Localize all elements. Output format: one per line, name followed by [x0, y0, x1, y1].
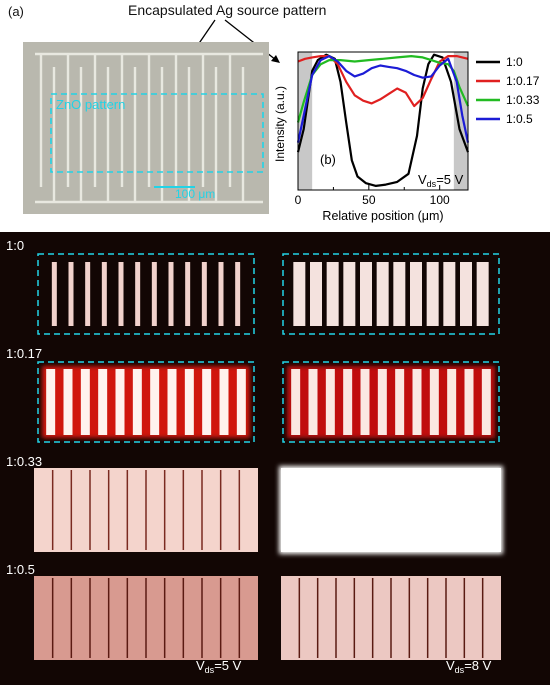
x-tick-label: 50 [362, 193, 376, 207]
stripe [325, 369, 335, 435]
stripe [412, 369, 422, 435]
stripe [236, 369, 246, 435]
saturated-area [281, 468, 501, 552]
stripe [326, 262, 339, 326]
luminescence-pattern [34, 576, 258, 660]
stripe [310, 262, 322, 326]
luminescence-pattern [287, 366, 495, 438]
stripe [476, 262, 489, 326]
luminescence-pattern [279, 466, 503, 554]
ag-pattern-annotation: Encapsulated Ag source pattern [128, 2, 327, 18]
stripe [377, 369, 387, 435]
zno-outline-left [37, 361, 255, 443]
stripe [63, 369, 73, 435]
ratio-label: 1:0.5 [6, 562, 35, 577]
zno-pattern-box [50, 93, 264, 173]
stripe [360, 262, 372, 326]
zno-outline-left [37, 253, 255, 335]
stripe [395, 369, 405, 435]
stripe [118, 262, 124, 326]
series-line-1-0-17 [297, 55, 469, 108]
series-line-1-0-33 [296, 55, 470, 123]
stripe [168, 262, 174, 326]
stripe [68, 262, 74, 326]
pattern-background [42, 366, 250, 438]
stripe [481, 369, 491, 435]
stripe [235, 262, 241, 326]
stripe [101, 262, 107, 326]
stripe [291, 369, 301, 435]
zno-pattern-label: ZnO pattern [56, 97, 125, 112]
x-axis-label: Relative position (μm) [322, 209, 443, 223]
luminescence-pattern [281, 576, 501, 660]
stripe [201, 262, 207, 326]
luminescence-pattern [51, 262, 241, 326]
legend-label: 1:0.5 [506, 112, 533, 126]
stripe [443, 262, 456, 326]
panel-a-label: (a) [8, 4, 24, 19]
zno-outline-right [282, 253, 500, 335]
luminescence-pattern [293, 262, 489, 326]
x-tick-label: 100 [430, 193, 450, 207]
legend-label: 1:0.33 [506, 93, 540, 107]
stripe [184, 369, 194, 435]
plot-frame [297, 51, 469, 191]
stripe [393, 262, 406, 326]
stripe [98, 369, 108, 435]
scale-bar-label: 100 μm [175, 187, 215, 201]
stripe [150, 369, 160, 435]
stripe [376, 262, 389, 326]
luminescence-pattern [34, 468, 258, 552]
stripe [46, 369, 56, 435]
arrow-right-head [271, 55, 280, 63]
stripe [429, 369, 439, 435]
ratio-label: 1:0.33 [6, 454, 42, 469]
stripe [219, 369, 229, 435]
stripe [185, 262, 191, 326]
stripe [115, 369, 125, 435]
legend-label: 1:0.17 [506, 74, 540, 88]
stripe [151, 262, 157, 326]
shaded-region [453, 52, 468, 190]
stripe [80, 369, 90, 435]
stripe [447, 369, 457, 435]
stripe [167, 369, 177, 435]
ratio-label: 1:0.17 [6, 346, 42, 361]
stripe [202, 369, 212, 435]
intensity-plot: 0 50 100 Intensity (a.u.) Relative positio… [273, 51, 540, 223]
stripe [426, 262, 439, 326]
panel-b-label: (b) [320, 152, 336, 167]
series-line-1-0-5 [296, 55, 470, 143]
plot-vds-annotation: Vds=5 V [418, 172, 464, 189]
stripe [464, 369, 474, 435]
y-axis-label: Intensity (a.u.) [273, 86, 287, 162]
stripe [135, 262, 141, 326]
stripe [51, 262, 57, 326]
legend-label: 1:0 [506, 55, 523, 69]
vds-left-label: Vds=5 V [196, 658, 242, 675]
pattern-background [287, 366, 495, 438]
stripe [293, 262, 306, 326]
luminescence-panel: 1:0 1:0.17 1:0.33 1:0.5 Vds=5 V Vds=8 V [0, 232, 550, 685]
stripe [218, 262, 224, 326]
stripe [308, 369, 318, 435]
micrograph-image: ZnO pattern 100 μm [23, 42, 269, 214]
stripe [410, 262, 422, 326]
zno-outline-right [282, 361, 500, 443]
x-tick-label: 0 [295, 193, 302, 207]
stripe [85, 262, 91, 326]
luminescence-pattern [42, 366, 250, 438]
stripe [132, 369, 142, 435]
stripe [460, 262, 472, 326]
ratio-label: 1:0 [6, 238, 24, 253]
stripe [343, 262, 356, 326]
stripe [360, 369, 370, 435]
vds-right-label: Vds=8 V [446, 658, 492, 675]
stripe [343, 369, 353, 435]
